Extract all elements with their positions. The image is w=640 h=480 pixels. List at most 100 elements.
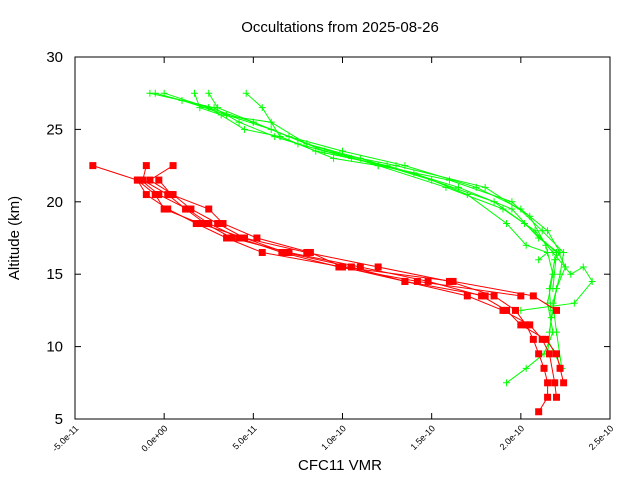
data-point [544,248,552,256]
data-point [540,364,548,372]
data-point [499,205,507,213]
data-point [588,277,596,285]
data-point [463,191,471,199]
data-point [89,162,97,170]
x-tick-label: 2.5e-10 [587,423,616,452]
data-point [478,292,486,300]
data-point [553,350,560,358]
data-point [137,176,145,184]
data-point [356,263,364,271]
data-point [560,379,568,387]
x-tick-label: 1.5e-10 [408,423,437,452]
data-point [463,292,471,300]
data-point [551,379,559,387]
data-point [155,191,163,199]
data-point [160,89,168,97]
data-point [544,227,552,235]
data-point [567,270,575,278]
green-profile-line [208,92,561,354]
y-tick-label: 10 [46,339,63,356]
data-point [508,205,516,213]
green-profile [146,89,552,264]
data-point [164,205,172,213]
data-point [517,321,525,329]
data-point [538,335,546,343]
data-point [240,234,248,242]
green-profile [205,89,564,358]
green-profile-line [155,92,554,384]
green-profile-line [181,99,593,311]
data-point [335,263,343,271]
data-point [235,118,243,126]
x-axis-label: CFC11 VMR [298,457,382,474]
data-point [561,263,569,271]
x-tick-label: 2.0e-10 [498,423,527,452]
series-layer [89,89,596,416]
data-point [167,191,175,199]
chart-title: Occultations from 2025-08-26 [241,19,439,36]
data-point [146,176,154,184]
data-point [490,198,498,206]
data-point [517,292,525,300]
plot-frame [74,56,611,420]
data-point [217,111,225,119]
data-point [205,220,213,228]
data-point [481,292,489,300]
data-point [223,234,231,242]
data-point [192,220,200,228]
data-point [401,162,409,170]
red-profile-line [148,165,549,413]
data-point [503,306,511,314]
data-point [146,89,154,97]
data-point [258,104,266,112]
data-point [242,89,250,97]
y-tick-label: 25 [46,121,63,138]
data-point [535,408,543,416]
data-point [214,220,222,228]
data-point [258,248,266,256]
green-profile [151,89,557,387]
x-tick-label: 1.0e-10 [319,423,348,452]
y-axis: 5 10 15 20 25 30 [46,49,610,428]
data-point [553,248,560,256]
data-point [410,169,418,177]
red-profile-line [136,179,557,311]
data-point [517,205,525,213]
data-point [155,176,163,184]
data-point [205,205,213,213]
data-point [520,220,528,228]
data-point [164,191,172,199]
data-point [306,248,314,256]
data-point [526,321,534,329]
data-point [278,248,286,256]
data-point [424,277,432,285]
data-point [503,379,511,387]
data-point [449,277,457,285]
y-axis-label: Altitude (km) [6,196,23,280]
red-profile [155,176,489,300]
y-tick-label: 30 [46,49,63,66]
red-profile [137,176,525,300]
data-point [267,118,275,126]
data-point [401,277,409,285]
data-point [205,89,213,97]
data-point [294,140,302,148]
data-point [542,335,550,343]
data-point [281,248,289,256]
x-tick-label: 0.0e+00 [139,423,169,453]
red-profile-line [140,179,521,297]
data-point [545,328,553,336]
data-point [271,133,279,141]
data-point [545,350,553,358]
data-point [551,256,559,264]
y-tick-label: 15 [46,266,63,283]
data-point [511,306,519,314]
data-point [240,125,248,133]
data-point [160,205,168,213]
data-point [553,306,560,314]
data-point [142,191,150,199]
data-point [285,248,293,256]
data-point [499,306,507,314]
data-point [553,328,560,336]
